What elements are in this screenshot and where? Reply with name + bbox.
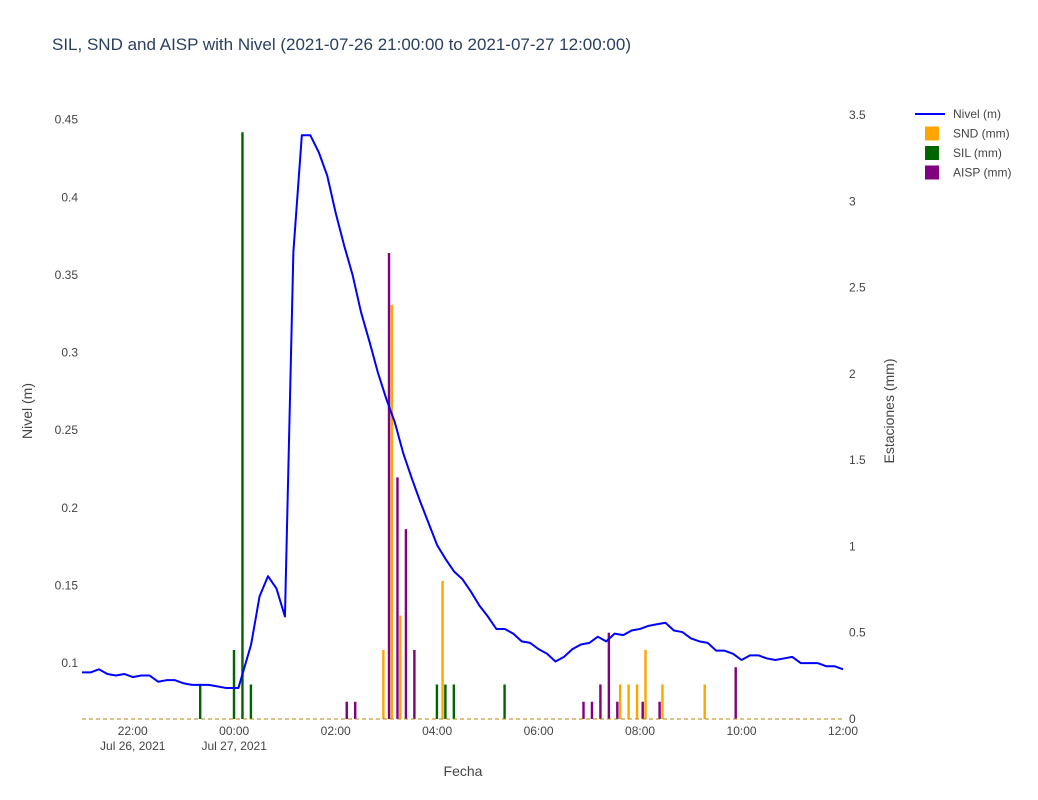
x-tick-label: 08:00 bbox=[625, 724, 655, 738]
legend-label: AISP (mm) bbox=[953, 166, 1011, 180]
bar-aisp: AISP (mm) 2021-07-27 07:30: 0.1 bbox=[616, 701, 619, 719]
bar-sil: SIL (mm) 2021-07-27 00:20: 0.2 bbox=[249, 684, 253, 719]
bar-sil: SIL (mm) 2021-07-26 23:20: 0.2 bbox=[198, 684, 202, 719]
bar-sil: SIL (mm) 2021-07-27 04:20: 0.2 bbox=[452, 684, 456, 719]
bar-snd: SND (mm) 2021-07-27 07:50: 0.2 bbox=[627, 684, 630, 719]
bar-aisp: AISP (mm) 2021-07-27 02:10: 0.1 bbox=[345, 701, 348, 719]
bar-aisp: AISP (mm) 2021-07-27 07:20: 0.5 bbox=[607, 632, 611, 719]
bar-snd: SND (mm) 2021-07-27 03:10: 2.4 bbox=[390, 304, 394, 719]
bar-aisp: AISP (mm) 2021-07-27 08:00: 0.1 bbox=[641, 701, 644, 719]
bar-aisp: AISP (mm) 2021-07-27 07:10: 0.2 bbox=[599, 684, 602, 719]
legend: Nivel (m) SND (mm) SIL (mm) AISP (mm) bbox=[915, 107, 1011, 180]
x-tick-label: 00:00 bbox=[219, 724, 249, 738]
legend-swatch-bar bbox=[925, 146, 939, 160]
bar-snd: SND (mm) 2021-07-27 03:20: 0.6 bbox=[399, 615, 402, 719]
y-left-axis-title: Nivel (m) bbox=[19, 383, 35, 439]
x-tick-label: 06:00 bbox=[524, 724, 554, 738]
y-left-tick-label: 0.25 bbox=[55, 423, 79, 437]
x-tick-label: 12:00 bbox=[828, 724, 858, 738]
bar-snd: SND (mm) 2021-07-27 08:30: 0.2 bbox=[661, 684, 664, 719]
bar-aisp: AISP (mm) 2021-07-27 03:10: 1.4 bbox=[396, 477, 399, 719]
bar-snd: SND (mm) 2021-07-27 08:00: 0.2 bbox=[635, 684, 639, 719]
bar-sil: SIL (mm) 2021-07-27 00:10: 3.4 bbox=[241, 132, 244, 719]
y-left-tick-label: 0.2 bbox=[61, 501, 78, 515]
y-right-tick-label: 3 bbox=[849, 194, 856, 208]
y-left-tick-label: 0.15 bbox=[55, 578, 79, 592]
x-tick-label: 22:00 bbox=[118, 724, 148, 738]
legend-swatch-bar bbox=[925, 126, 939, 141]
x-axis-title: Fecha bbox=[444, 763, 483, 779]
y-right-tick-label: 1 bbox=[849, 539, 856, 553]
legend-swatch-bar bbox=[925, 165, 939, 180]
y-left-axis-ticks: 0.1 0.15 0.2 0.25 0.3 0.35 0.4 0.45 bbox=[55, 113, 79, 670]
bar-aisp: AISP (mm) 2021-07-27 09:50: 0.3 bbox=[734, 667, 737, 719]
bar-aisp: AISP (mm) 2021-07-27 03:30: 0.4 bbox=[413, 649, 416, 719]
x-tick-label: 10:00 bbox=[727, 724, 757, 738]
bar-layer: SND (mm) 2021-07-27 03:00: 0.4 SND (mm) 2… bbox=[198, 132, 737, 719]
bar-sil: SIL (mm) 2021-07-27 05:20: 0.2 bbox=[503, 684, 506, 719]
legend-label: SIL (mm) bbox=[953, 146, 1002, 160]
bar-snd: SND (mm) 2021-07-27 07:40: 0.2 bbox=[618, 684, 622, 719]
bar-aisp: AISP (mm) 2021-07-27 03:00: 2.7 bbox=[387, 253, 391, 719]
bar-snd: SND (mm) 2021-07-27 04:10: 0.8 bbox=[441, 580, 444, 719]
y-left-tick-label: 0.1 bbox=[61, 656, 78, 670]
bar-sil: SIL (mm) 2021-07-27 04:00: 0.2 bbox=[435, 684, 439, 719]
chart-title: SIL, SND and AISP with Nivel (2021-07-26… bbox=[52, 35, 631, 54]
bar-aisp: AISP (mm) 2021-07-27 02:20: 0.1 bbox=[353, 701, 357, 719]
bar-sil: SIL (mm) 2021-07-27 00:00: 0.4 bbox=[232, 649, 236, 719]
y-right-tick-label: 1.5 bbox=[849, 453, 866, 467]
y-right-tick-label: 2 bbox=[849, 367, 856, 381]
bar-snd: SND (mm) 2021-07-27 09:20: 0.2 bbox=[703, 684, 706, 719]
y-left-tick-label: 0.3 bbox=[61, 346, 78, 360]
x-tick-sublabel: Jul 27, 2021 bbox=[202, 739, 268, 753]
x-tick-sublabel: Jul 26, 2021 bbox=[100, 739, 166, 753]
x-tick-label: 04:00 bbox=[422, 724, 452, 738]
y-right-axis-title: Estaciones (mm) bbox=[881, 358, 897, 463]
y-right-tick-label: 0 bbox=[849, 712, 856, 726]
bar-snd: SND (mm) 2021-07-27 03:00: 0.4 bbox=[382, 649, 385, 719]
y-right-tick-label: 0.5 bbox=[849, 626, 866, 640]
y-right-tick-label: 2.5 bbox=[849, 281, 866, 295]
plot-area: SND (mm) 2021-07-27 03:00: 0.4 SND (mm) 2… bbox=[82, 132, 844, 720]
bar-aisp: AISP (mm) 2021-07-27 03:20: 1.1 bbox=[404, 529, 408, 719]
y-left-tick-label: 0.45 bbox=[55, 113, 79, 127]
bar-snd: SND (mm) 2021-07-27 08:10: 0.4 bbox=[644, 649, 647, 719]
legend-label: SND (mm) bbox=[953, 127, 1010, 141]
bar-sil: SIL (mm) 2021-07-27 04:10: 0.2 bbox=[444, 684, 447, 719]
bar-aisp: AISP (mm) 2021-07-27 08:20: 0.1 bbox=[658, 701, 661, 719]
bar-aisp: AISP (mm) 2021-07-27 06:50: 0.1 bbox=[582, 701, 585, 719]
y-left-tick-label: 0.4 bbox=[61, 190, 78, 204]
bar-aisp: AISP (mm) 2021-07-27 07:00: 0.1 bbox=[590, 701, 594, 719]
y-left-tick-label: 0.35 bbox=[55, 268, 79, 282]
legend-label: Nivel (m) bbox=[953, 107, 1001, 121]
y-right-axis-ticks: 0 0.5 1 1.5 2 2.5 3 3.5 bbox=[849, 108, 866, 726]
x-tick-label: 02:00 bbox=[321, 724, 351, 738]
nivel-line bbox=[82, 134, 844, 689]
y-right-tick-label: 3.5 bbox=[849, 108, 866, 122]
